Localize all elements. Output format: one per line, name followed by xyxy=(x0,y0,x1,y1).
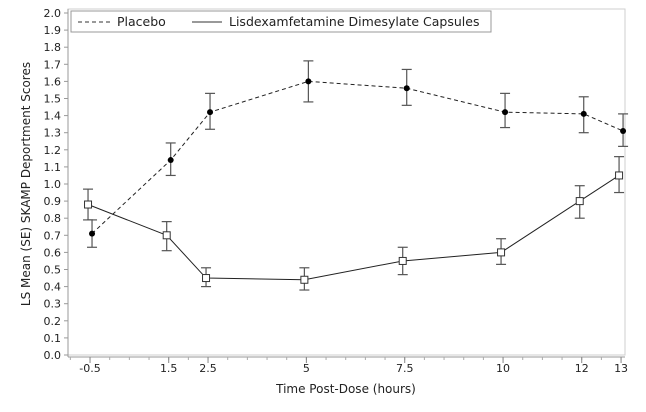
data-point xyxy=(162,231,171,240)
y-tick-label: 0.3 xyxy=(44,298,62,311)
y-tick-label: 1.4 xyxy=(44,110,62,123)
y-tick-label: 0.8 xyxy=(44,212,62,225)
x-tick-label: 2.5 xyxy=(199,362,217,375)
x-tick-label: 5 xyxy=(303,362,310,375)
data-point xyxy=(502,109,509,116)
y-tick-label: 0.6 xyxy=(44,246,62,259)
y-tick-label: 0.9 xyxy=(44,195,62,208)
data-point xyxy=(403,85,410,92)
data-point xyxy=(167,157,174,164)
y-tick-label: 0.0 xyxy=(44,349,62,362)
y-tick-label: 0.7 xyxy=(44,229,62,242)
series-line-1 xyxy=(87,175,620,281)
data-point xyxy=(305,78,312,85)
y-tick-label: 1.2 xyxy=(44,144,62,157)
data-point xyxy=(300,275,309,284)
data-point xyxy=(620,127,627,134)
y-tick-label: 1.0 xyxy=(44,178,62,191)
legend-placebo-label: Placebo xyxy=(117,14,166,29)
axes: 0.0 0.1 0.2 0.3 0.4 0.5 0.6 0.7 0.8 0.9 1.0 1.1 1.2 1… xyxy=(44,7,629,375)
y-tick-label: 1.3 xyxy=(44,127,62,140)
legend-box xyxy=(70,10,492,33)
x-tick-label: 7.5 xyxy=(396,362,414,375)
x-tick-label: 13 xyxy=(614,362,628,375)
y-tick-label: 2.0 xyxy=(44,7,62,20)
data-point xyxy=(580,110,587,117)
y-tick-label: 0.1 xyxy=(44,332,62,345)
y-tick-label: 1.5 xyxy=(44,93,62,106)
x-tick-label: 12 xyxy=(575,362,589,375)
plot-frame xyxy=(67,8,626,356)
y-tick-label: 0.2 xyxy=(44,315,62,328)
data-point xyxy=(398,256,407,265)
y-tick-label: 1.1 xyxy=(44,161,62,174)
x-axis-label: Time Post-Dose (hours) xyxy=(275,382,416,396)
y-tick-label: 1.6 xyxy=(44,75,62,88)
data-point xyxy=(207,109,214,116)
y-tick-label: 0.4 xyxy=(44,281,62,294)
x-tick-label: 1.5 xyxy=(160,362,178,375)
y-tick-label: 0.5 xyxy=(44,264,62,277)
data-point xyxy=(84,200,93,209)
data-marks xyxy=(83,60,629,291)
y-tick-label: 1.7 xyxy=(44,58,62,71)
y-tick-label: 1.9 xyxy=(44,24,62,37)
y-tick-label: 1.8 xyxy=(44,41,62,54)
legend: Placebo Lisdexamfetamine Dimesylate Caps… xyxy=(70,10,492,33)
y-axis-label: LS Mean (SE) SKAMP Deportment Scores xyxy=(19,62,33,306)
x-tick-label: 10 xyxy=(496,362,510,375)
legend-drug-label: Lisdexamfetamine Dimesylate Capsules xyxy=(229,14,479,29)
data-point xyxy=(615,171,624,180)
data-point xyxy=(202,274,211,283)
data-point xyxy=(575,197,584,206)
x-tick-label: -0.5 xyxy=(79,362,100,375)
data-point xyxy=(89,230,96,237)
data-point xyxy=(497,248,506,257)
